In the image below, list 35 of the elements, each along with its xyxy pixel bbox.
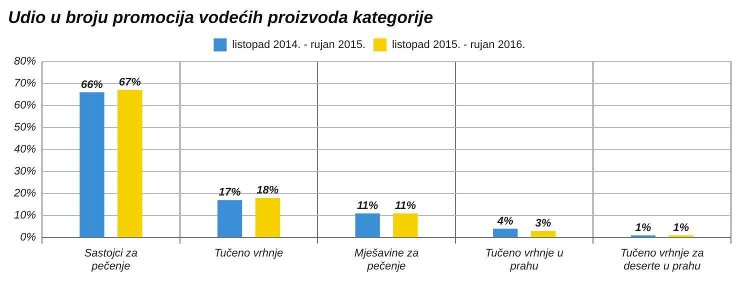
data-label: 11% <box>394 200 416 212</box>
bar <box>493 228 518 238</box>
data-label: 67% <box>118 76 142 89</box>
x-tick-label: Tučeno vrhnje <box>214 247 284 260</box>
y-tick-label: 50% <box>14 122 36 134</box>
y-tick-label: 60% <box>14 100 36 112</box>
bar <box>217 200 242 238</box>
bar <box>118 90 142 238</box>
data-label: 17% <box>218 186 241 199</box>
data-label: 4% <box>496 215 514 228</box>
legend-label: listopad 2014. - rujan 2015. <box>232 38 366 51</box>
y-tick-label: 20% <box>12 188 36 200</box>
data-label: 3% <box>535 218 552 230</box>
legend-label: listopad 2015. - rujan 2016. <box>392 38 526 51</box>
bar <box>80 92 104 238</box>
bar <box>255 198 280 238</box>
bar <box>530 230 556 238</box>
y-tick-label: 10% <box>14 210 36 222</box>
x-tick-label: Tučeno vrhnje za deserte u prahu <box>620 247 704 272</box>
bar <box>393 213 418 238</box>
data-label: 11% <box>356 200 378 212</box>
y-tick-label: 30% <box>14 166 36 178</box>
data-label: 1% <box>635 222 652 234</box>
data-label: 66% <box>80 78 104 91</box>
x-tick-label: Tučeno vrhnje u prahu <box>485 247 564 272</box>
data-label: 1% <box>673 222 690 234</box>
data-label: 18% <box>256 184 279 196</box>
bar <box>355 213 380 238</box>
x-tick-label: Sastojci za pečenje <box>84 247 138 272</box>
y-tick-label: 70% <box>14 77 36 90</box>
y-tick-label: 80% <box>14 55 36 68</box>
y-tick-label: 0% <box>20 232 36 244</box>
chart-title: Udio u broju promocija vodećih proizvoda kategorije <box>8 8 434 27</box>
y-tick-label: 40% <box>14 144 36 156</box>
x-tick-label: Mješavine za pečenje <box>354 247 419 272</box>
